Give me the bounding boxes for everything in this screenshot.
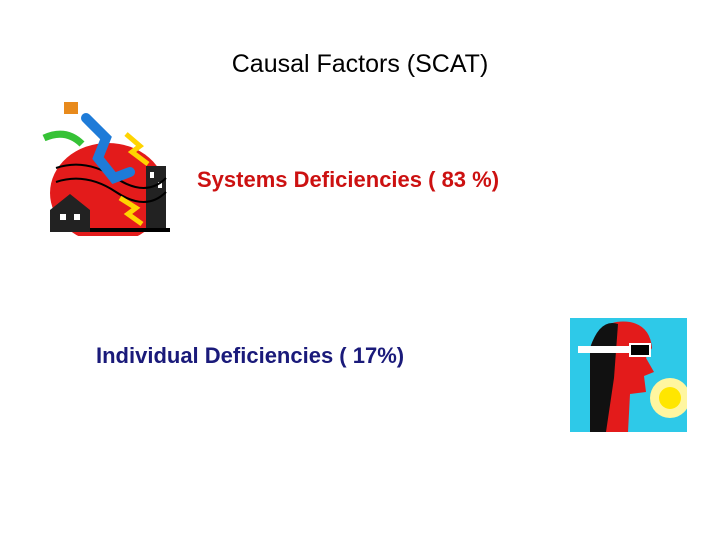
falling-worker-clipart: [42, 102, 170, 236]
individual-item: Individual Deficiencies ( 17%): [96, 343, 405, 368]
thinking-head-clipart: [570, 318, 687, 432]
slide-title: Causal Factors (SCAT): [231, 50, 489, 78]
systems-item: Systems Deficiencies ( 83 %): [197, 167, 500, 192]
